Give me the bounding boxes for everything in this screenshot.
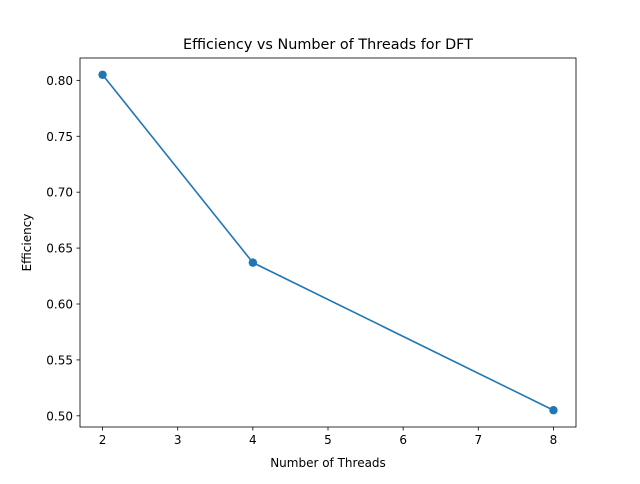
plot-frame <box>79 57 577 428</box>
data-point <box>248 258 258 267</box>
y-tick-label: 0.65 <box>46 242 73 256</box>
chart-title: Efficiency vs Number of Threads for DFT <box>183 37 473 53</box>
x-tick-label: 2 <box>99 433 107 447</box>
data-point <box>98 70 107 79</box>
y-tick-label: 0.50 <box>46 409 73 423</box>
x-tick-label: 6 <box>399 433 407 447</box>
x-axis-label: Number of Threads <box>270 456 386 470</box>
y-tick-label: 0.60 <box>46 298 73 312</box>
plot-area <box>80 58 576 427</box>
x-tick-label: 8 <box>550 433 558 447</box>
y-axis-label: Efficiency <box>20 214 34 272</box>
data-point <box>549 406 558 415</box>
series-layer <box>98 70 558 415</box>
y-tick-label: 0.70 <box>46 186 73 200</box>
x-tick-label: 3 <box>174 433 182 447</box>
x-tick-label: 7 <box>474 433 482 447</box>
y-tick-label: 0.80 <box>46 74 73 88</box>
x-axis-ticks: 2 3 4 5 6 7 8 <box>99 427 558 447</box>
x-tick-label: 5 <box>324 433 332 447</box>
y-tick-label: 0.55 <box>46 353 73 367</box>
y-axis-ticks: 0.50 0.55 0.60 0.65 0.70 0.75 0.80 <box>46 74 80 423</box>
x-tick-label: 4 <box>249 433 257 447</box>
y-tick-label: 0.75 <box>46 130 73 144</box>
